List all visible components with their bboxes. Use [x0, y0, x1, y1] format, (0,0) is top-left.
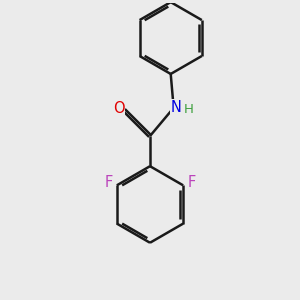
Text: N: N	[171, 100, 182, 115]
Text: H: H	[184, 103, 194, 116]
Text: F: F	[104, 176, 113, 190]
Text: O: O	[113, 101, 124, 116]
Text: F: F	[187, 176, 196, 190]
